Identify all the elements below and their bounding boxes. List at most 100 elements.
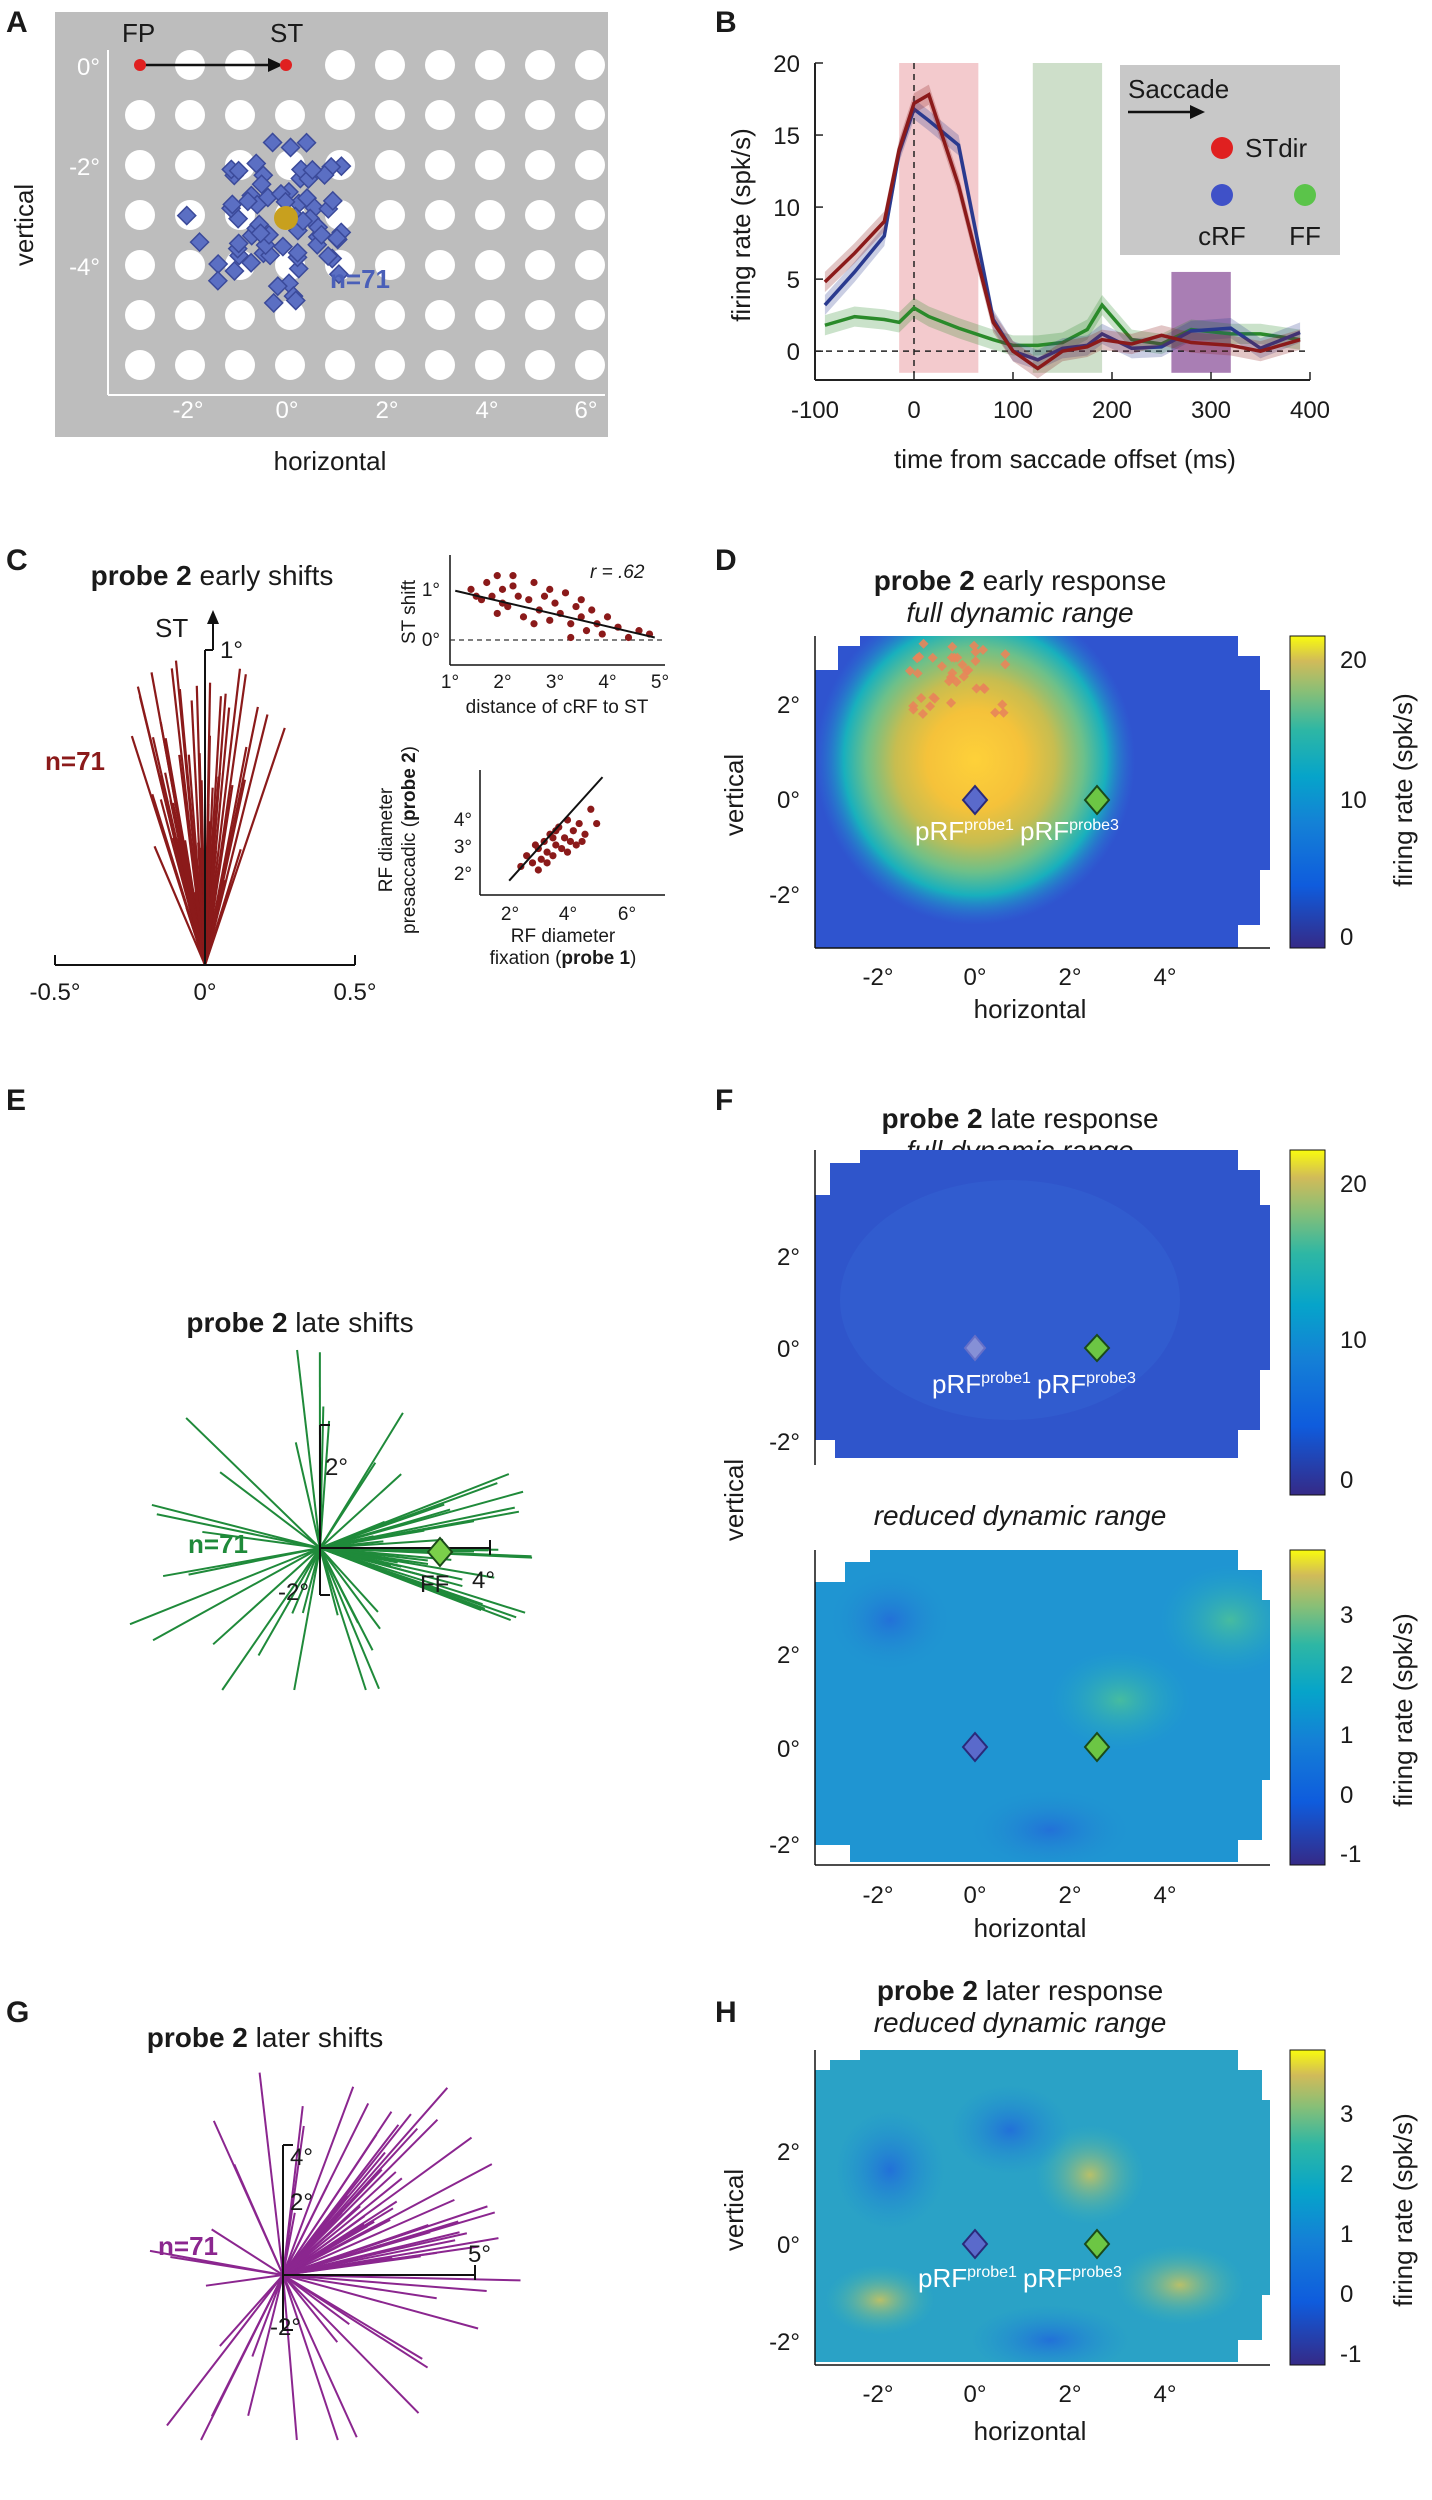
f-top-prf1-diamond: [963, 1334, 987, 1362]
inset1-point: [567, 620, 575, 628]
inset1-point: [525, 596, 533, 604]
d-rf-marker: [916, 692, 927, 703]
c-st-arrowhead: [207, 610, 219, 624]
c-title-bold: probe 2: [91, 560, 192, 591]
inset1-point: [624, 633, 633, 642]
probe-location-dot: [575, 300, 605, 330]
h-cb-tick-1: 2: [1340, 2161, 1353, 2188]
d-rf-marker: [1000, 659, 1011, 670]
e-right-label: 4°: [472, 1567, 495, 1594]
later-shift-vector: [282, 2086, 355, 2276]
late-shift-vector: [202, 1530, 321, 1549]
rf-center-diamond: [224, 260, 245, 282]
inset2-point: [575, 819, 583, 828]
b-ytick-label: 5: [787, 267, 800, 294]
late-shift-vector: [162, 1547, 321, 1578]
early-shift-vector: [203, 787, 214, 966]
d-rf-marker: [947, 641, 958, 652]
later-shift-vector: [282, 2205, 361, 2276]
d-rf-marker: [908, 704, 919, 715]
d-rf-marker: [925, 701, 936, 712]
late-shift-vector: [319, 1520, 386, 1549]
late-shift-vector: [129, 1547, 321, 1626]
rf-center-diamond: [241, 252, 262, 273]
probe-location-dot: [225, 350, 255, 380]
f-cb-label: firing rate (spk/s): [1388, 1613, 1418, 1807]
inset1-point: [467, 585, 475, 593]
f-bot-ytick-2: -2°: [769, 1832, 800, 1859]
rf-center-diamond: [267, 276, 288, 297]
later-shift-vector: [258, 2072, 284, 2276]
psth-lines: [823, 84, 1301, 379]
a-ytick-0: 0°: [77, 54, 100, 81]
h-blob-4: [835, 2110, 945, 2230]
later-shift-vector: [282, 2224, 429, 2276]
d-title: probe 2 early response: [874, 565, 1167, 596]
probe-location-dot: [475, 150, 505, 180]
d-rf-marker: [928, 692, 939, 703]
panel-g: G probe 2 later shifts 4° 2° -2° 5° n=71: [6, 1996, 521, 2441]
h-prf1-diamond: [961, 2228, 989, 2260]
h-ytick-1: 0°: [777, 2232, 800, 2259]
probe-location-dot: [125, 300, 155, 330]
d-ylabel: vertical: [719, 754, 749, 836]
b-xtick-label: 100: [993, 397, 1033, 424]
early-shift-vector: [203, 668, 242, 966]
rf-center-diamond: [287, 242, 308, 263]
probe-location-dot: [525, 50, 555, 80]
f-xtick-1: 0°: [964, 1882, 987, 1909]
inset1-xtick: 2°: [493, 672, 511, 693]
inset1-point: [561, 589, 570, 597]
probe-location-dot: [175, 300, 205, 330]
d-xlabel: horizontal: [974, 994, 1087, 1024]
h-xtick-3: 4°: [1154, 2381, 1177, 2408]
later-shift-vector: [282, 2274, 358, 2438]
inset1-point: [546, 585, 554, 593]
d-colorbar: [1289, 635, 1326, 949]
probe-location-dot: [425, 350, 455, 380]
later-shift-vector: [282, 2274, 487, 2292]
probe-location-dot: [375, 150, 405, 180]
rf-center-diamond: [272, 236, 293, 257]
inset1-point: [509, 582, 517, 590]
rf-center-diamond: [207, 270, 228, 291]
d-rf-marker: [963, 665, 974, 676]
d-heatmap: [815, 636, 1270, 948]
inset2-point: [552, 841, 560, 849]
rf-center-diamond: [318, 245, 339, 267]
h-heatmap: [815, 2050, 1270, 2362]
h-blob-5: [950, 2085, 1070, 2175]
probe-location-dot: [125, 100, 155, 130]
inset2-xlabel-bold: probe 1: [561, 948, 630, 969]
probe-location-dot: [575, 150, 605, 180]
inset2-point: [543, 848, 551, 856]
rf-center-diamond: [262, 132, 283, 153]
inset1-point: [530, 620, 538, 628]
later-shift-vector: [282, 2177, 403, 2276]
later-shift-vectors: [149, 2072, 521, 2441]
inset2-point: [578, 837, 586, 846]
inset1-point: [504, 602, 512, 611]
d-cb-label: firing rate (spk/s): [1388, 693, 1418, 887]
early-shift-vector: [184, 903, 207, 966]
g-title-bold: probe 2: [147, 2022, 248, 2053]
d-title-bold: probe 2: [874, 565, 975, 596]
panel-b-label: B: [715, 6, 737, 39]
later-shift-vector: [282, 2274, 298, 2441]
late-shift-vector: [156, 1513, 321, 1549]
inset1-xlabel: distance of cRF to ST: [466, 697, 649, 718]
e-ff-label: FF: [420, 1571, 449, 1598]
inset1-r-text: r = .62: [590, 562, 645, 583]
later-shift-vector: [282, 2207, 394, 2276]
probe-location-dot: [325, 100, 355, 130]
g-mid-label: 2°: [290, 2189, 313, 2216]
early-shift-vector: [153, 845, 207, 966]
d-heatmap-hotspot: [815, 636, 1135, 925]
later-shift-vector: [282, 2274, 339, 2343]
late-shift-vector: [319, 1482, 498, 1549]
d-xtick-0: -2°: [863, 964, 894, 991]
h-blob-6: [970, 2305, 1130, 2362]
inset2-xlabel-pre: fixation (: [490, 948, 562, 969]
f-xlabel: horizontal: [974, 1913, 1087, 1943]
